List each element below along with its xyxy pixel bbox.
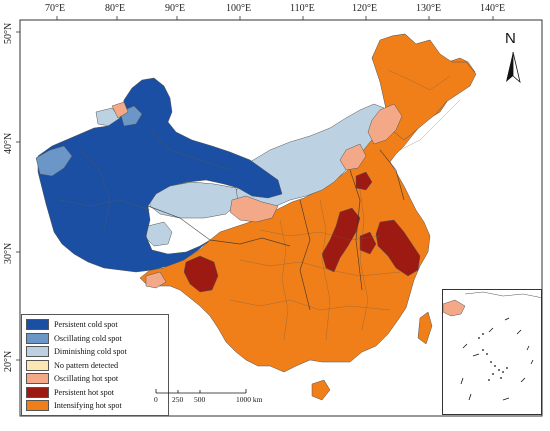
- region-oscillating-hot-spot-ne: [367, 103, 403, 145]
- region-diminishing-cold-spot-small: [145, 221, 173, 247]
- legend-item: Diminishing cold spot: [26, 345, 164, 359]
- legend-item: No pattern detected: [26, 359, 164, 373]
- legend-label: Diminishing cold spot: [54, 347, 127, 357]
- region-persistent-hot-spot-east: [375, 219, 421, 277]
- longitude-label: 100°E: [226, 3, 252, 14]
- admin-boundaries: [59, 69, 461, 341]
- latitude-label: 50°N: [3, 22, 14, 44]
- scale-bar: 0 250 500 1000 km: [150, 384, 280, 410]
- inset-coastline: [443, 299, 466, 317]
- legend-swatch: [26, 373, 49, 385]
- longitude-label: 80°E: [105, 3, 126, 14]
- legend-label: Persistent cold spot: [54, 320, 118, 330]
- region-oscillating-cold-spot-a: [35, 145, 73, 177]
- legend-label: No pattern detected: [54, 360, 119, 370]
- legend-item: Oscillating cold spot: [26, 332, 164, 346]
- province-boundaries: [147, 149, 405, 311]
- longitude-label: 130°E: [416, 3, 442, 14]
- region-oscillating-hot-spot-center: [229, 195, 279, 223]
- scale-label: 250: [172, 395, 184, 404]
- north-arrow-label: N: [505, 30, 516, 47]
- legend-label: Persistent hot spot: [54, 387, 115, 397]
- inset-islands: [460, 317, 534, 401]
- legend-item: Intensifying hot spot: [26, 399, 164, 413]
- inset-map: [443, 291, 541, 401]
- longitude-label: 140°E: [480, 3, 506, 14]
- region-taiwan: [417, 311, 433, 345]
- scale-label: 1000 km: [236, 395, 263, 404]
- longitude-label: 110°E: [290, 3, 315, 14]
- legend-item: Persistent cold spot: [26, 318, 164, 332]
- scale-bar-graphic: [155, 389, 247, 394]
- legend-item: Oscillating hot spot: [26, 372, 164, 386]
- region-hainan-island: [311, 379, 331, 401]
- longitude-label: 120°E: [352, 3, 378, 14]
- inset-land: [464, 291, 541, 298]
- legend-label: Intensifying hot spot: [54, 401, 122, 411]
- legend-swatch: [26, 346, 49, 358]
- legend-label: Oscillating cold spot: [54, 333, 122, 343]
- legend-swatch: [26, 400, 49, 412]
- south-china-sea-inset: [442, 289, 542, 415]
- longitude-label: 90°E: [165, 3, 186, 14]
- scale-label: 500: [194, 395, 206, 404]
- legend: Persistent cold spot Oscillating cold sp…: [21, 314, 169, 416]
- legend-swatch: [26, 386, 49, 398]
- region-persistent-hot-spot-mid: [359, 231, 377, 255]
- inset-dots: [478, 333, 508, 381]
- region-persistent-hot-spot-north: [355, 171, 373, 191]
- legend-swatch: [26, 319, 49, 331]
- region-persistent-cold-spot: [37, 77, 283, 273]
- longitude-tick-marks: [56, 16, 494, 20]
- scale-label: 0: [154, 395, 158, 404]
- legend-swatch: [26, 332, 49, 344]
- region-oscillating-hot-spot-w: [145, 271, 167, 289]
- region-persistent-hot-spot-tibet: [183, 255, 219, 293]
- legend-item: Persistent hot spot: [26, 386, 164, 400]
- legend-label: Oscillating hot spot: [54, 374, 119, 384]
- region-oscillating-hot-spot-nw: [111, 101, 129, 119]
- legend-swatch: [26, 359, 49, 371]
- latitude-label: 40°N: [3, 132, 14, 154]
- longitude-label: 70°E: [45, 3, 66, 14]
- map-border: [19, 19, 543, 417]
- latitude-label: 30°N: [3, 242, 14, 264]
- north-arrow-icon: [506, 51, 521, 84]
- latitude-tick-marks: [16, 31, 20, 361]
- latitude-label: 20°N: [3, 350, 14, 372]
- region-oscillating-hot-spot-n: [339, 143, 367, 171]
